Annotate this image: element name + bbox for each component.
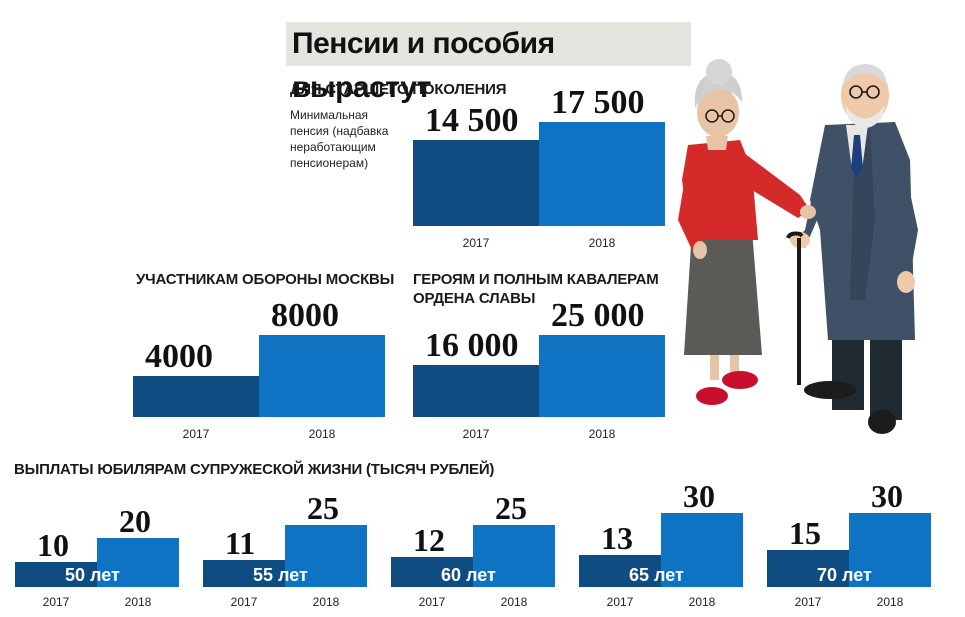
bar-2018 [259, 335, 385, 417]
group-label: 70 лет [817, 565, 872, 585]
bar-2018 [539, 335, 665, 417]
value-label-2017: 14 500 [425, 102, 519, 139]
value-label: 12 [413, 522, 445, 558]
bar-2018 [539, 122, 665, 226]
value-label: 30 [871, 478, 903, 514]
bar-55-лет-2018 [285, 525, 367, 587]
value-label-2018: 8000 [271, 297, 339, 334]
value-label: 25 [307, 490, 339, 526]
value-label: 15 [789, 515, 821, 551]
x-tick-label: 2017 [42, 595, 70, 609]
page-title: Пенсии и пособия вырастут [286, 22, 691, 104]
value-label-2018: 17 500 [551, 84, 645, 121]
bar-60-лет-2017 [391, 557, 473, 587]
value-label: 20 [119, 503, 151, 539]
chart-elderly-title: ДЛЯ СТАРШЕГО ПОКОЛЕНИЯ [290, 81, 507, 98]
x-tick-label: 2018 [588, 236, 616, 250]
x-tick-label: 2017 [794, 595, 822, 609]
x-tick-label: 2017 [418, 595, 446, 609]
group-label: 50 лет [65, 565, 120, 585]
x-tick-label: 2017 [462, 427, 490, 441]
chart-elderly-note: Минимальная пенсия (надбавка неработающи… [290, 108, 389, 170]
old-woman-figure [678, 59, 816, 405]
bar-65-лет-2017 [579, 555, 661, 587]
value-label-2017: 4000 [145, 338, 213, 375]
value-label: 30 [683, 478, 715, 514]
bar-50-лет-2017 [15, 562, 97, 587]
group-label: 60 лет [441, 565, 496, 585]
x-tick-label: 2017 [230, 595, 258, 609]
x-tick-label: 2018 [876, 595, 904, 609]
value-label: 10 [37, 527, 69, 563]
value-label: 13 [601, 520, 633, 556]
group-label: 65 лет [629, 565, 684, 585]
bar-60-лет-2018 [473, 525, 555, 587]
value-label-2017: 16 000 [425, 327, 519, 364]
x-tick-label: 2018 [312, 595, 340, 609]
bar-2017 [413, 365, 539, 417]
bar-70-лет-2017 [767, 550, 849, 587]
x-tick-label: 2017 [462, 236, 490, 250]
bar-2017 [413, 140, 539, 226]
x-tick-label: 2017 [182, 427, 210, 441]
old-man-figure [786, 64, 918, 434]
x-tick-label: 2018 [688, 595, 716, 609]
chart-moscow-defense-title: УЧАСТНИКАМ ОБОРОНЫ МОСКВЫ [136, 271, 395, 288]
x-tick-label: 2018 [588, 427, 616, 441]
value-label-2018: 25 000 [551, 297, 645, 334]
value-label: 25 [495, 490, 527, 526]
bar-65-лет-2018 [661, 513, 743, 587]
x-tick-label: 2017 [606, 595, 634, 609]
x-tick-label: 2018 [500, 595, 528, 609]
bar-50-лет-2018 [97, 538, 179, 587]
group-label: 55 лет [253, 565, 308, 585]
value-label: 11 [225, 525, 256, 561]
chart-anniversary-title: ВЫПЛАТЫ ЮБИЛЯРАМ СУПРУЖЕСКОЙ ЖИЗНИ (ТЫСЯ… [14, 461, 495, 478]
chart-heroes-title: ГЕРОЯМ И ПОЛНЫМ КАВАЛЕРАМ ОРДЕНА СЛАВЫ [413, 271, 659, 307]
x-tick-label: 2018 [308, 427, 336, 441]
bar-70-лет-2018 [849, 513, 931, 587]
bar-2017 [133, 376, 259, 417]
bar-55-лет-2017 [203, 560, 285, 587]
x-tick-label: 2018 [124, 595, 152, 609]
elderly-couple-illustration [678, 59, 918, 434]
